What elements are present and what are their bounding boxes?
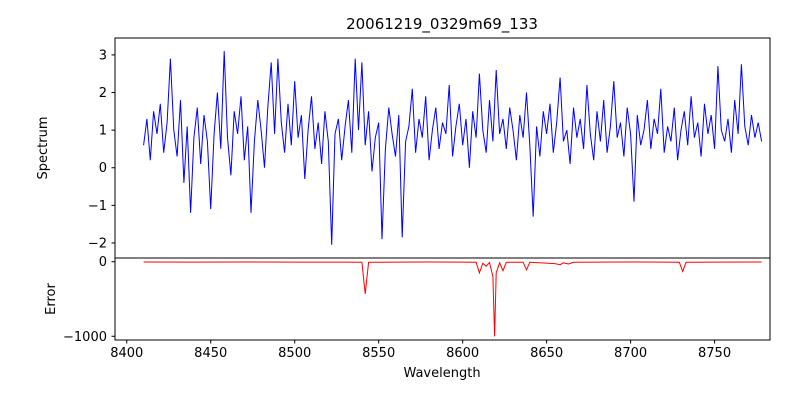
spectrum-y-tick-label: 0	[99, 161, 107, 176]
error-line	[144, 262, 762, 336]
spectrum-y-tick-label: −2	[88, 236, 107, 251]
x-tick-label: 8650	[530, 346, 563, 361]
x-tick-label: 8500	[278, 346, 311, 361]
wavelength-xlabel: Wavelength	[403, 366, 480, 381]
error-y-tick-label: −1000	[63, 330, 107, 345]
error-axes-box	[115, 258, 770, 340]
x-tick-label: 8600	[446, 346, 479, 361]
x-tick-label: 8550	[362, 346, 395, 361]
chart-title: 20061219_0329m69_133	[346, 15, 538, 34]
error-y-ticks: 0 −1000	[63, 255, 115, 345]
spectrum-y-tick-label: −1	[88, 199, 107, 214]
spectrum-ylabel: Spectrum	[36, 117, 51, 180]
spectrum-y-tick-label: 2	[99, 86, 107, 101]
x-tick-label: 8750	[698, 346, 731, 361]
x-tick-label: 8400	[110, 346, 143, 361]
spectrum-y-ticks: −2 −1 0 1 2 3	[88, 48, 115, 251]
plot-svg: 20061219_0329m69_133 Spectrum Error Wave…	[0, 0, 800, 400]
error-ylabel: Error	[44, 283, 59, 315]
spectrum-y-tick-label: 3	[99, 48, 107, 63]
spectrum-line	[144, 51, 762, 245]
x-tick-label: 8450	[194, 346, 227, 361]
error-y-tick-label: 0	[99, 255, 107, 270]
x-axis-ticks: 8400 8450 8500 8550 8600 8650 8700 8750	[110, 340, 731, 361]
figure-canvas: 20061219_0329m69_133 Spectrum Error Wave…	[0, 0, 800, 400]
x-tick-label: 8700	[614, 346, 647, 361]
spectrum-y-tick-label: 1	[99, 124, 107, 139]
